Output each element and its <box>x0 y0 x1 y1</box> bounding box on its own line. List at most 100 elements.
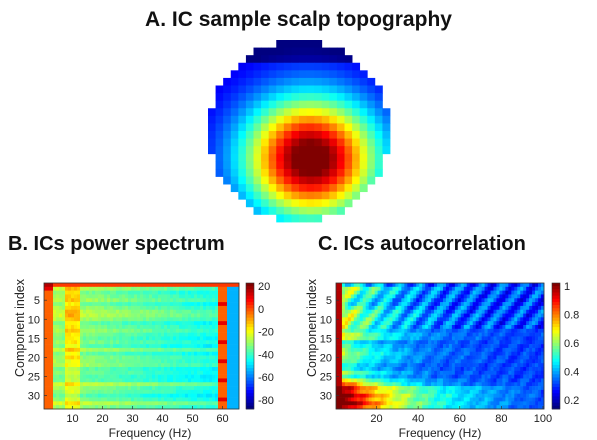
power-cell <box>179 370 183 375</box>
autocorrelation-cell <box>341 332 346 337</box>
power-cell <box>191 386 195 391</box>
topography-cell <box>268 184 277 193</box>
power-cell <box>179 332 183 337</box>
autocorrelation-cell <box>419 309 423 314</box>
colorbar-step <box>246 305 254 309</box>
autocorrelation-cell <box>395 378 399 383</box>
autocorrelation-cell <box>401 294 405 299</box>
power-cell <box>119 378 123 383</box>
topography-cell <box>306 131 315 139</box>
power-cell <box>206 389 210 395</box>
power-cell <box>176 347 180 353</box>
power-cell <box>71 351 75 356</box>
autocorrelation-cell <box>469 370 473 375</box>
autocorrelation-cell <box>523 367 527 372</box>
autocorrelation-cell <box>448 370 453 375</box>
power-cell <box>233 389 237 395</box>
power-cell <box>170 290 174 295</box>
power-cell <box>185 317 189 322</box>
power-cell <box>224 332 228 337</box>
power-cell <box>113 344 117 349</box>
power-cell <box>221 389 225 395</box>
power-cell <box>173 309 177 314</box>
power-spectrum-ylabel: Component index <box>13 278 27 377</box>
power-cell <box>86 302 90 307</box>
autocorrelation-cell <box>496 355 500 360</box>
autocorrelation-cell <box>451 325 456 330</box>
autocorrelation-cell <box>347 370 352 375</box>
power-cell <box>134 347 138 353</box>
autocorrelation-cell <box>419 340 423 345</box>
power-cell <box>146 309 150 314</box>
autocorrelation-cell <box>535 382 539 387</box>
autocorrelation-cell <box>395 351 399 356</box>
autocorrelation-cell <box>463 386 468 391</box>
power-cell <box>194 405 198 410</box>
autocorrelation-cell <box>520 313 524 318</box>
power-cell <box>65 397 69 402</box>
autocorrelation-cell <box>365 313 369 318</box>
autocorrelation-cell <box>460 363 465 368</box>
autocorrelation-cell <box>508 344 512 349</box>
autocorrelation-cell <box>377 325 381 330</box>
autocorrelation-cell <box>368 374 372 379</box>
power-cell <box>203 340 207 345</box>
power-cell <box>59 321 63 326</box>
autocorrelation-cell <box>428 389 432 395</box>
power-cell <box>233 363 237 368</box>
autocorrelation-cell <box>535 389 539 395</box>
autocorrelation-cell <box>445 367 450 372</box>
autocorrelation-cell <box>469 389 473 395</box>
power-cell <box>131 351 135 356</box>
topography-cell <box>352 138 361 147</box>
power-cell <box>65 328 69 333</box>
power-cell <box>206 328 210 333</box>
autocorrelation-cell <box>523 382 527 387</box>
power-cell <box>98 305 102 311</box>
power-cell <box>53 405 57 410</box>
autocorrelation-cell <box>413 367 417 372</box>
autocorrelation-cell <box>496 386 500 391</box>
topography-cell <box>321 138 330 147</box>
autocorrelation-cell <box>398 332 402 337</box>
power-cell <box>143 321 147 326</box>
power-cell <box>44 313 48 318</box>
autocorrelation-cell <box>434 374 438 379</box>
autocorrelation-cell <box>451 340 456 345</box>
autocorrelation-cell <box>374 347 378 353</box>
topography-cell <box>314 62 323 71</box>
colorbar-step <box>246 289 254 293</box>
autocorrelation-cell <box>490 363 494 368</box>
autocorrelation-cell <box>416 359 420 364</box>
topography-cell <box>329 191 338 200</box>
power-cell <box>104 382 108 387</box>
topography-cell <box>283 199 292 208</box>
power-cell <box>125 382 129 387</box>
power-cell <box>167 378 171 383</box>
autocorrelation-cell <box>466 374 471 379</box>
autocorrelation-cell <box>466 294 471 299</box>
power-cell <box>194 294 198 299</box>
autocorrelation-cell <box>442 405 447 410</box>
autocorrelation-cell <box>538 401 542 406</box>
autocorrelation-cell <box>413 389 417 395</box>
power-cell <box>140 378 144 383</box>
topography-cell <box>230 161 239 170</box>
autocorrelation-cell <box>478 351 482 356</box>
autocorrelation-cell <box>431 305 435 311</box>
power-cell <box>131 347 135 353</box>
power-cell <box>110 283 114 288</box>
power-cell <box>122 355 126 360</box>
autocorrelation-cell <box>377 382 381 387</box>
power-cell <box>200 355 204 360</box>
autocorrelation-cell <box>475 332 479 337</box>
power-cell <box>110 321 114 326</box>
autocorrelation-cell <box>431 363 435 368</box>
power-cell <box>56 386 60 391</box>
power-cell <box>104 325 108 330</box>
autocorrelation-cell <box>499 347 503 353</box>
autocorrelation-cell <box>395 382 399 387</box>
power-cell <box>170 294 174 299</box>
power-cell <box>170 382 174 387</box>
topography-cell <box>299 40 307 48</box>
